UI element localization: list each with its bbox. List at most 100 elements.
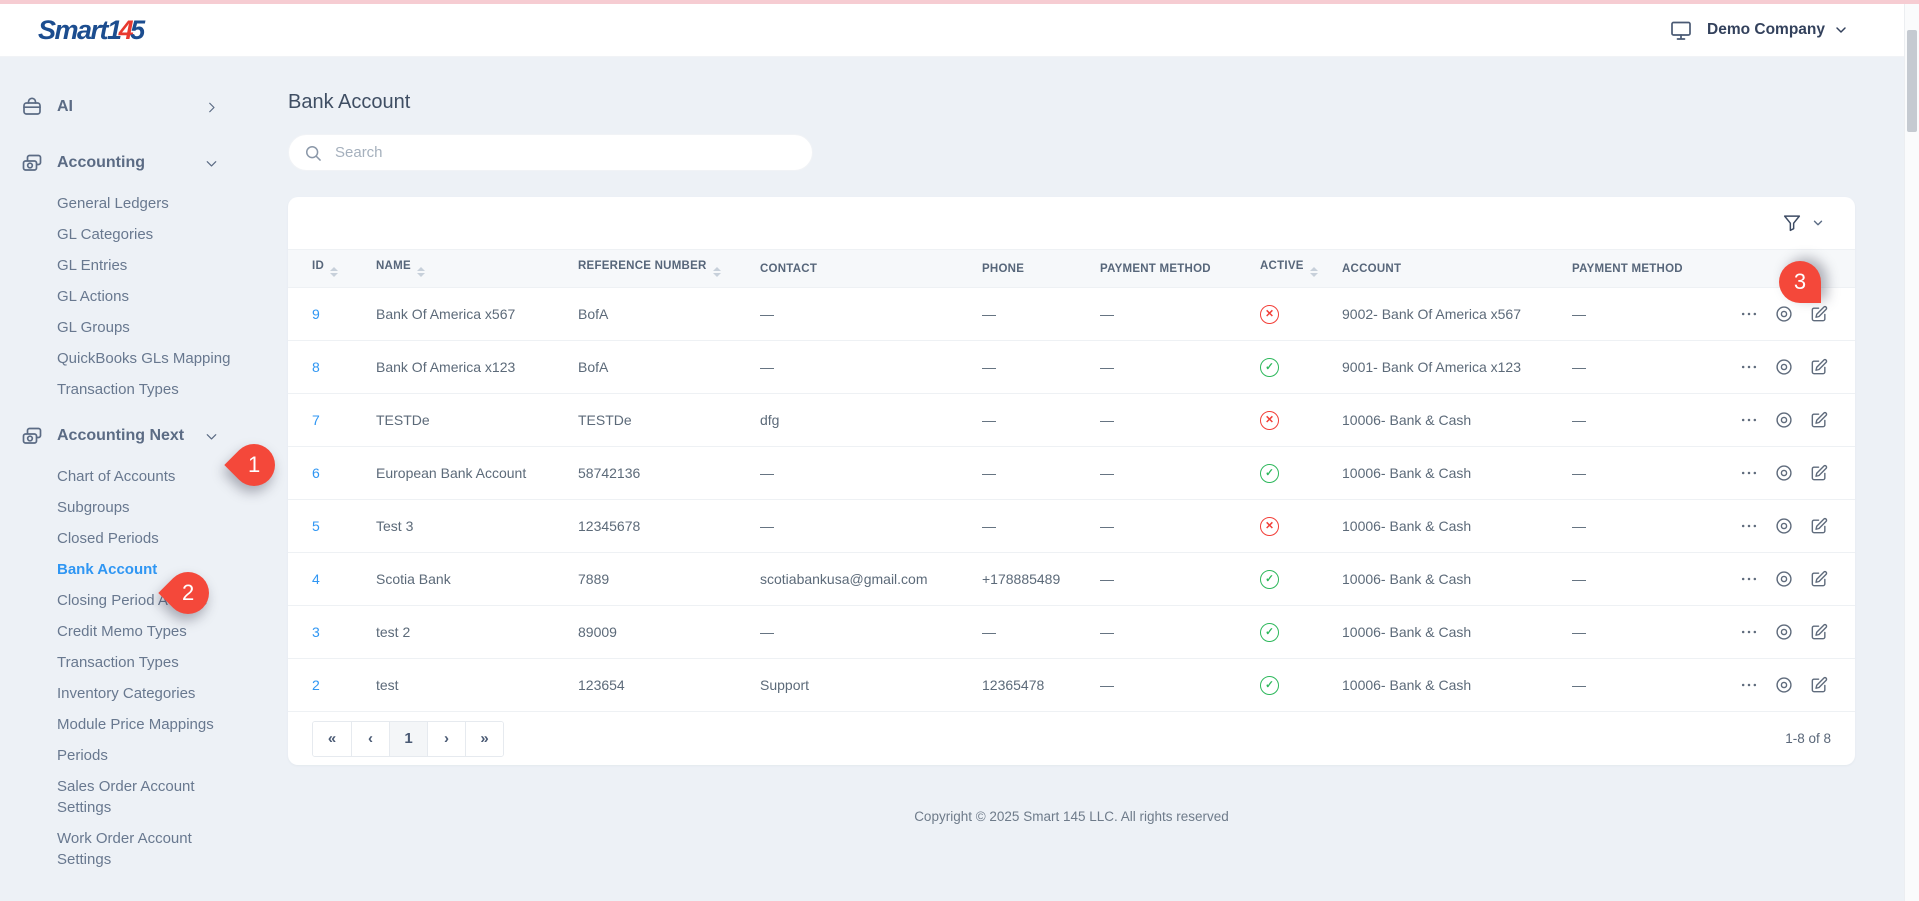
sort-arrows-icon[interactable] (712, 266, 721, 278)
cell-contact: Support (750, 658, 972, 711)
chevron-down-icon (203, 428, 220, 445)
inactive-x-circle-icon: ✕ (1260, 410, 1279, 430)
edit-icon[interactable] (1809, 463, 1829, 483)
cell-reference: 89009 (568, 605, 750, 659)
sidebar-item-module-price-mappings[interactable]: Module Price Mappings (57, 716, 214, 733)
row-id-link[interactable]: 5 (312, 518, 320, 534)
active-check-circle-icon: ✓ (1260, 463, 1279, 483)
row-id-link[interactable]: 6 (312, 465, 320, 481)
edit-icon[interactable] (1809, 357, 1829, 377)
sidebar-item-gl-categories[interactable]: GL Categories (57, 226, 154, 243)
cell-actions (1722, 658, 1855, 711)
page-1-button[interactable]: 1 (389, 721, 427, 756)
row-id-link[interactable]: 9 (312, 306, 320, 322)
more-actions-icon[interactable] (1739, 516, 1759, 536)
sidebar-item-periods[interactable]: Periods (57, 747, 108, 764)
row-actions (1732, 659, 1845, 711)
sidebar-item-accounting[interactable]: Accounting (20, 143, 288, 183)
sidebar-item-gl-groups[interactable]: GL Groups (57, 319, 130, 336)
row-id-link[interactable]: 3 (312, 624, 320, 640)
row-id-link[interactable]: 4 (312, 571, 320, 587)
scrollbar-thumb[interactable] (1907, 30, 1917, 132)
sidebar-item-accounting-next[interactable]: Accounting Next (20, 416, 288, 456)
sidebar-item-gl-entries[interactable]: GL Entries (57, 257, 128, 274)
sidebar-item-inventory-categories[interactable]: Inventory Categories (57, 685, 196, 702)
sidebar-item-gl-actions[interactable]: GL Actions (57, 288, 129, 305)
view-icon[interactable] (1774, 675, 1794, 695)
column-header-id[interactable]: ID (288, 249, 366, 288)
cell-phone: — (972, 393, 1090, 447)
column-header-label: REFERENCE NUMBER (578, 259, 707, 272)
column-header-account: ACCOUNT (1332, 249, 1562, 288)
more-actions-icon[interactable] (1739, 357, 1759, 377)
column-header-reference[interactable]: REFERENCE NUMBER (568, 249, 750, 288)
cell-phone: — (972, 340, 1090, 394)
sidebar-item-subgroups[interactable]: Subgroups (57, 499, 130, 516)
view-icon[interactable] (1774, 622, 1794, 642)
sort-arrows-icon[interactable] (1309, 266, 1318, 278)
sidebar-item-credit-memo-types[interactable]: Credit Memo Types (57, 623, 187, 640)
sidebar-item-chart-of-accounts[interactable]: Chart of Accounts (57, 468, 176, 485)
view-icon[interactable] (1774, 569, 1794, 589)
more-actions-icon[interactable] (1739, 622, 1759, 642)
sidebar-section-label: Accounting Next (57, 427, 185, 444)
annotation-step-1-number: 1 (247, 452, 261, 477)
view-icon[interactable] (1774, 304, 1794, 324)
column-header-name[interactable]: NAME (366, 249, 568, 288)
sidebar-item-transaction-types[interactable]: Transaction Types (57, 654, 179, 671)
edit-icon[interactable] (1809, 410, 1829, 430)
search-input[interactable] (333, 143, 798, 162)
annotation-step-3-number: 3 (1793, 269, 1807, 294)
sort-arrows-icon[interactable] (330, 266, 338, 278)
row-actions (1732, 501, 1845, 553)
edit-icon[interactable] (1809, 569, 1829, 589)
filter-icon[interactable] (1781, 212, 1803, 234)
cell-payment_method_2: — (1562, 340, 1722, 394)
edit-icon[interactable] (1809, 516, 1829, 536)
view-icon[interactable] (1774, 516, 1794, 536)
sidebar-item-bank-account[interactable]: Bank Account (57, 561, 158, 578)
edit-icon[interactable] (1809, 622, 1829, 642)
sidebar-item-general-ledgers[interactable]: General Ledgers (57, 195, 169, 212)
last-page-button[interactable]: » (465, 721, 503, 756)
filter-chevron-down-icon[interactable] (1811, 216, 1825, 230)
sort-arrows-icon[interactable] (416, 266, 425, 278)
row-actions (1732, 554, 1845, 606)
brand-logo[interactable]: Smart 1 4 5 (38, 15, 145, 46)
more-actions-icon[interactable] (1739, 463, 1759, 483)
more-actions-icon[interactable] (1739, 304, 1759, 324)
sidebar-item-quickbooks-gls-mapping[interactable]: QuickBooks GLs Mapping (57, 350, 231, 367)
view-icon[interactable] (1774, 410, 1794, 430)
sidebar-item-transaction-types[interactable]: Transaction Types (57, 381, 179, 398)
view-icon[interactable] (1774, 463, 1794, 483)
sidebar-item-ai[interactable]: AI (20, 87, 288, 127)
row-id-link[interactable]: 2 (312, 677, 320, 693)
edit-icon[interactable] (1809, 675, 1829, 695)
row-id-link[interactable]: 7 (312, 412, 320, 428)
cell-phone: — (972, 446, 1090, 500)
sidebar-item-closed-periods[interactable]: Closed Periods (57, 530, 159, 547)
main-content: Bank Account I (288, 57, 1919, 901)
cell-contact: dfg (750, 393, 972, 447)
column-header-label: ID (312, 259, 324, 272)
cell-account: 10006- Bank & Cash (1332, 393, 1562, 447)
next-page-button[interactable]: › (427, 721, 465, 756)
copyright-text: Copyright © 2025 Smart 145 LLC. All righ… (914, 809, 1229, 824)
more-actions-icon[interactable] (1739, 410, 1759, 430)
monitor-icon[interactable] (1669, 18, 1693, 42)
edit-icon[interactable] (1809, 304, 1829, 324)
first-page-button[interactable]: « (313, 721, 351, 756)
sidebar-item-sales-order-account-settings[interactable]: Sales Order Account Settings (57, 778, 195, 816)
row-actions (1732, 607, 1845, 659)
sidebar-item-work-order-account-settings[interactable]: Work Order Account Settings (57, 830, 192, 868)
active-check-circle-icon: ✓ (1260, 622, 1279, 642)
more-actions-icon[interactable] (1739, 569, 1759, 589)
row-id-link[interactable]: 8 (312, 359, 320, 375)
prev-page-button[interactable]: ‹ (351, 721, 389, 756)
more-actions-icon[interactable] (1739, 675, 1759, 695)
search-bar[interactable] (288, 134, 813, 171)
company-selector[interactable]: Demo Company (1707, 21, 1849, 39)
cell-id: 7 (288, 393, 366, 447)
view-icon[interactable] (1774, 357, 1794, 377)
column-header-active[interactable]: ACTIVE (1250, 249, 1332, 288)
